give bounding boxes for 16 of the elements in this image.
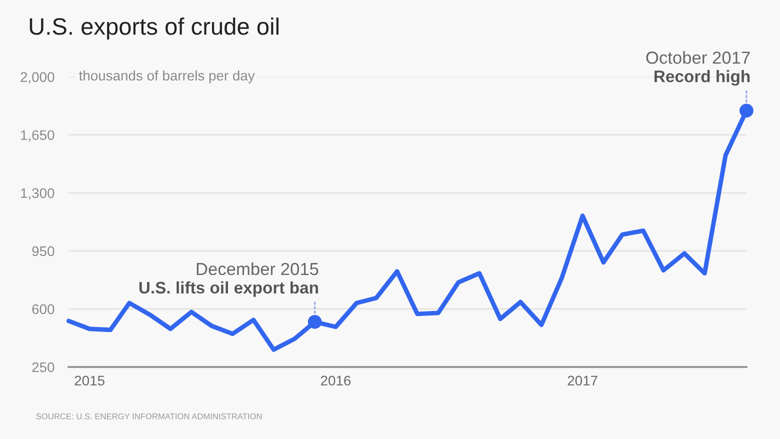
y-tick-label: 1,650 (21, 130, 54, 142)
annotation: U.S. lifts oil export ban (139, 281, 318, 297)
annotation: Record high (654, 70, 750, 86)
text: October 2017 (646, 51, 750, 64)
y-axis-title: thousands of barrels per day (79, 70, 255, 84)
x-tick-label: 2017 (568, 376, 598, 386)
source-note: SOURCE: U.S. ENERGY INFORMATION ADMINISTRATION (36, 413, 262, 420)
y-tick-label: 250 (32, 362, 54, 372)
x-tick-label: 2016 (320, 376, 351, 386)
y-tick-label: 1,300 (21, 188, 54, 200)
y-tick-label: 2,000 (20, 72, 54, 84)
x-tick-label: 2015 (74, 376, 104, 386)
y-tick-label: 950 (32, 246, 54, 256)
annotation: December 2015 (196, 262, 318, 276)
chart-title: U.S. exports of crude oil (30, 18, 278, 40)
y-tick-label: 600 (32, 304, 54, 314)
